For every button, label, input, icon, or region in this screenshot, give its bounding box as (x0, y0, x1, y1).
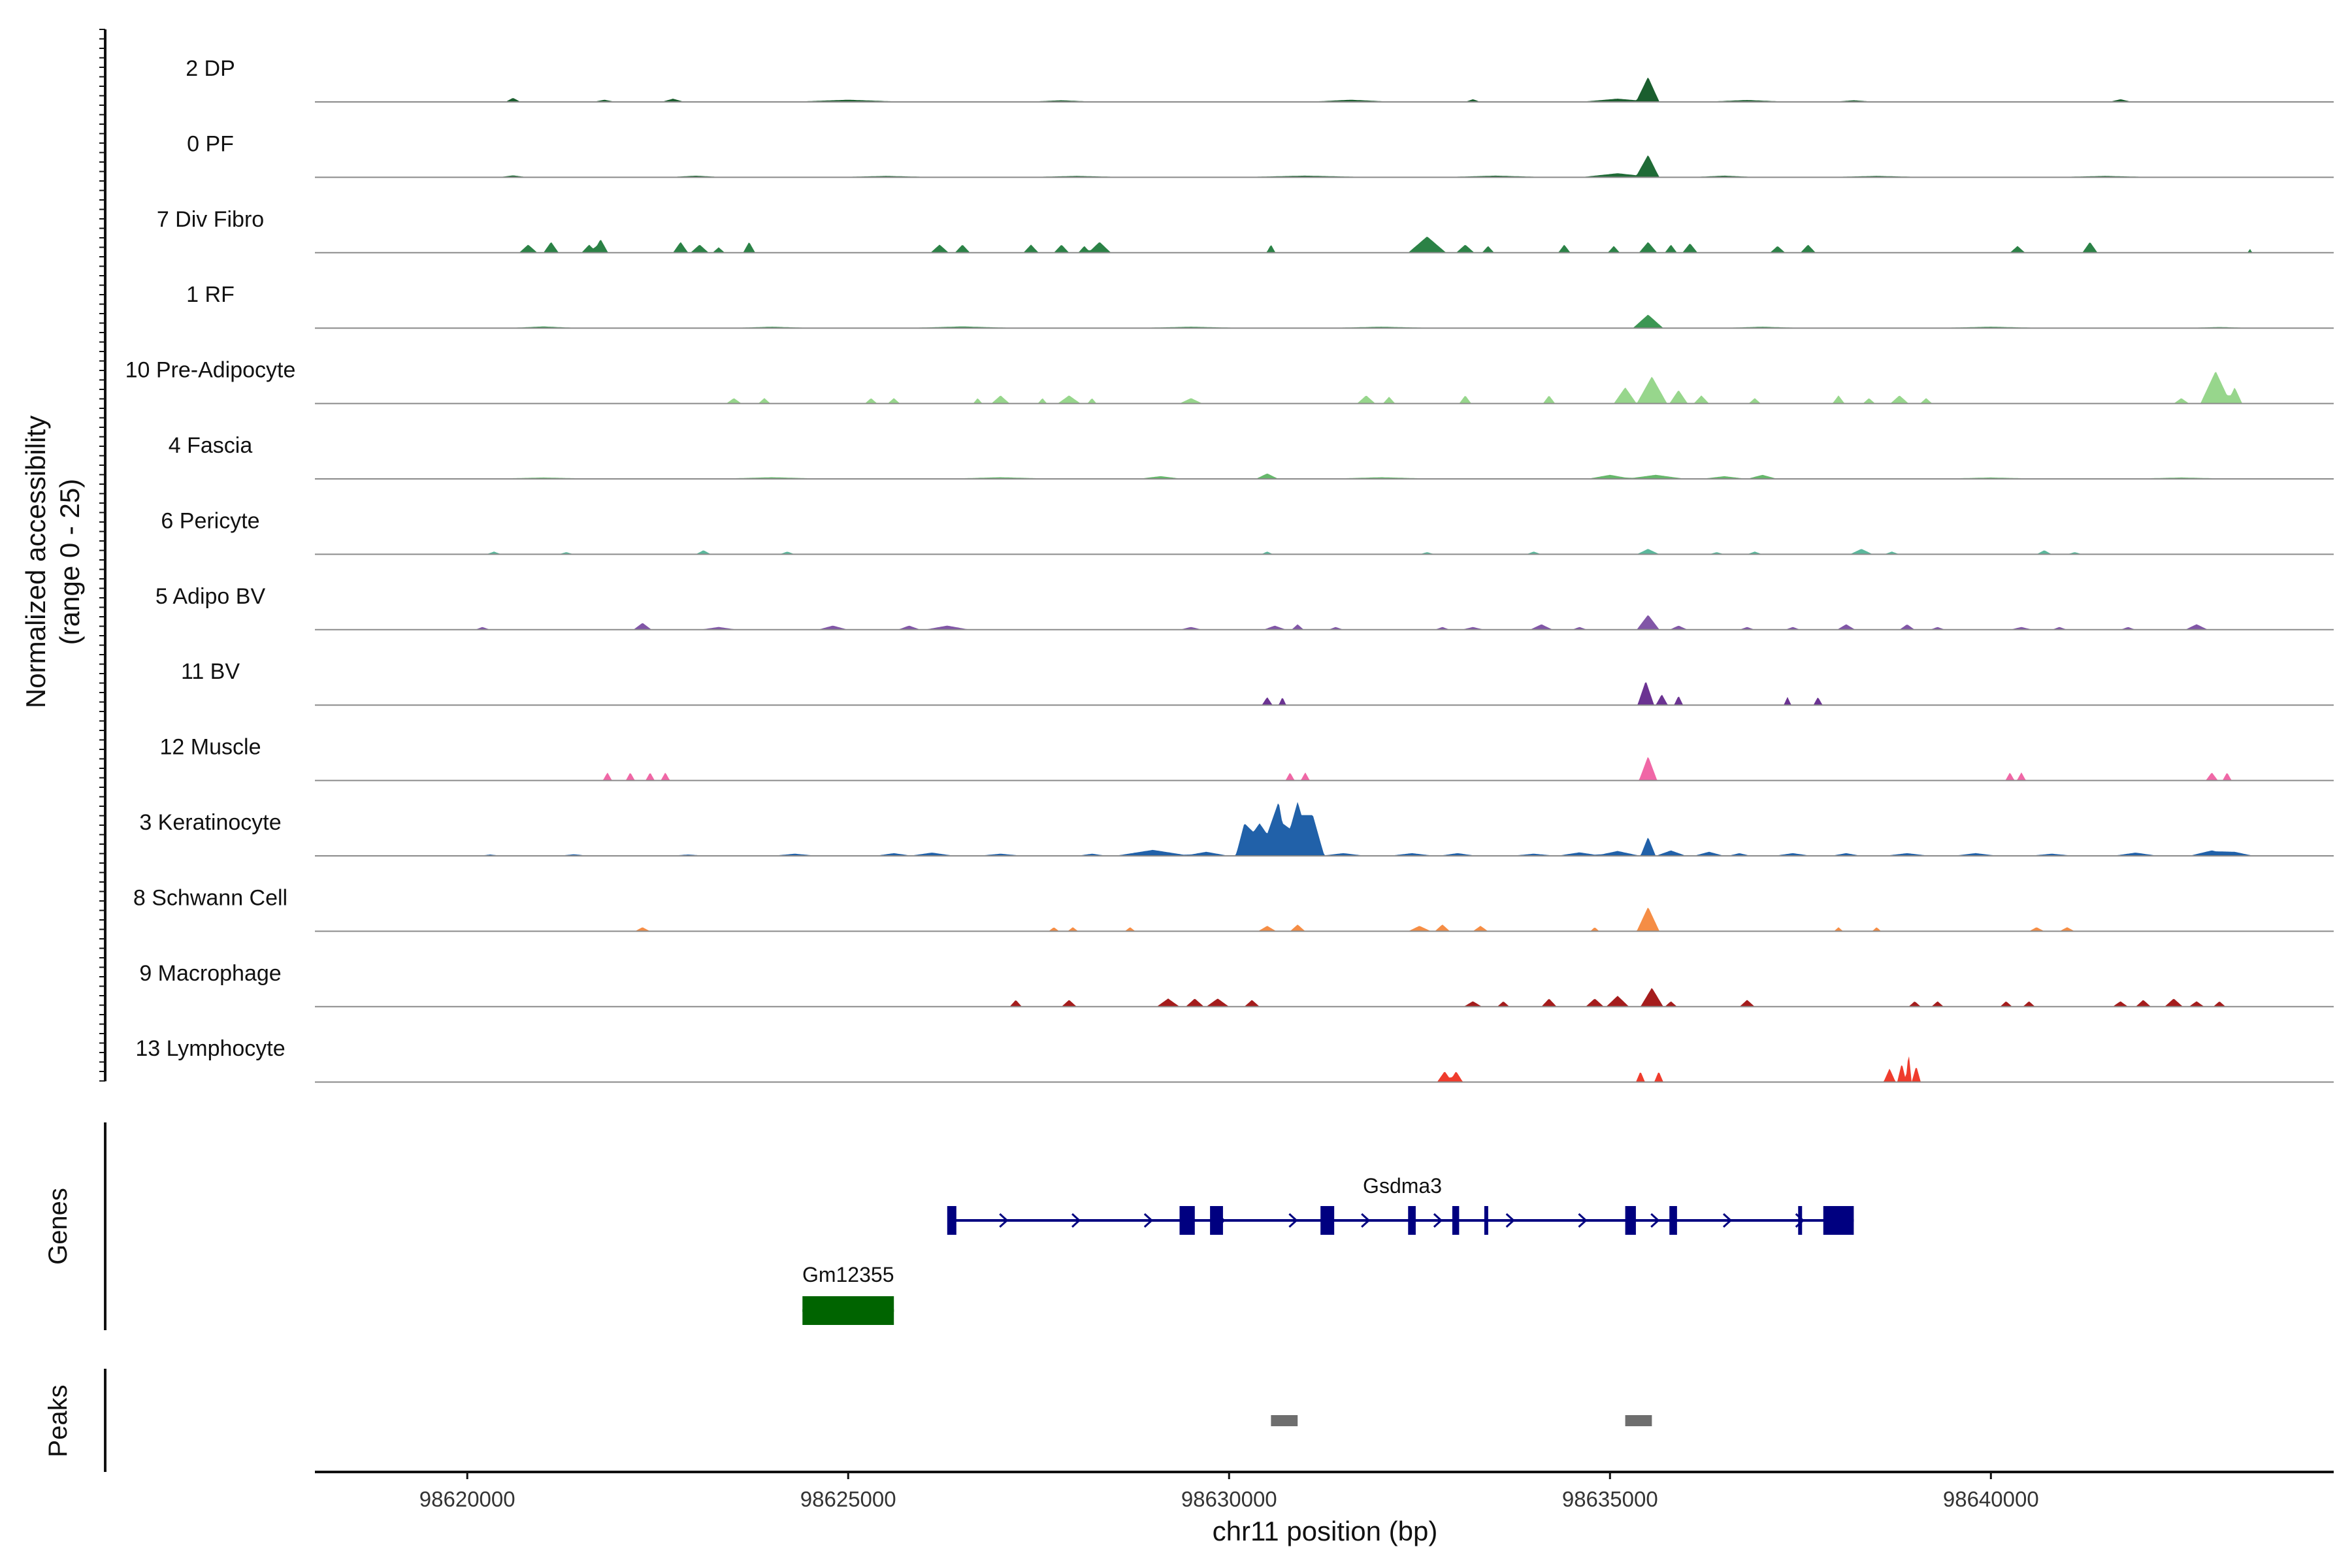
x-tick-label: 98640000 (1943, 1487, 2039, 1511)
coverage-track: 3 Keratinocyte (139, 802, 2334, 857)
gene-exon (1452, 1206, 1460, 1235)
coverage-track: 7 Div Fibro (157, 207, 2334, 253)
y-axis-title-line2: (range 0 - 25) (54, 479, 85, 645)
coverage-area (315, 682, 2334, 706)
gene-exon (1669, 1206, 1677, 1235)
strand-arrow (1722, 1213, 1733, 1228)
coverage-track: 8 Schwann Cell (133, 885, 2334, 932)
peak-region-bar (1625, 1415, 1652, 1426)
coverage-track: 2 DP (186, 56, 2334, 103)
coverage-track: 10 Pre-Adipocyte (125, 358, 2334, 404)
track-label: 2 DP (186, 56, 235, 81)
track-label: 1 RF (186, 282, 235, 307)
peak-region-bar (1271, 1415, 1298, 1426)
track-label: 6 Pericyte (161, 508, 259, 533)
strand-arrow (1578, 1213, 1588, 1228)
gene-name-label: Gm12355 (802, 1263, 894, 1286)
gene-exon (1179, 1206, 1195, 1235)
y-axis-title: Normalized accessibility (range 0 - 25) (20, 416, 85, 708)
coverage-track: 6 Pericyte (161, 508, 2334, 555)
coverage-track: 0 PF (187, 131, 2334, 178)
track-label: 10 Pre-Adipocyte (125, 358, 296, 383)
coverage-area (315, 473, 2334, 479)
gene-exon (1320, 1206, 1335, 1235)
genes-panel-label: Genes (44, 1188, 73, 1265)
gene-models: Gsdma3 Gm12355 (802, 1174, 1854, 1325)
coverage-area (315, 314, 2334, 329)
gene-exon (1408, 1206, 1416, 1235)
gene-model: Gm12355 (802, 1263, 894, 1325)
gene-exon (802, 1296, 894, 1325)
coverage-tracks: 2 DP 0 PF 7 Div Fibro 1 RF 10 Pre-Adipocyte 4… (125, 56, 2334, 1083)
gene-exon (947, 1206, 956, 1235)
track-label: 7 Div Fibro (157, 207, 264, 232)
coverage-area (315, 615, 2334, 630)
strand-arrow (1650, 1213, 1660, 1228)
coverage-area (315, 155, 2334, 178)
strand-arrow (999, 1213, 1009, 1228)
coverage-area (315, 907, 2334, 932)
x-tick-label: 98620000 (419, 1487, 515, 1511)
strand-arrow (1288, 1213, 1298, 1228)
strand-arrow (1505, 1213, 1515, 1228)
peaks-panel-label: Peaks (44, 1384, 73, 1457)
coverage-track: 5 Adipo BV (155, 584, 2334, 630)
strand-arrow (1071, 1213, 1081, 1228)
track-label: 9 Macrophage (139, 961, 281, 986)
coverage-track: 13 Lymphocyte (135, 1036, 2334, 1083)
x-axis: 98620000 98625000 98630000 98635000 98640000 (315, 1471, 2334, 1511)
coverage-track: 9 Macrophage (139, 961, 2334, 1007)
track-label: 11 BV (181, 659, 240, 684)
coverage-area (315, 802, 2334, 856)
coverage-track: 12 Muscle (160, 735, 2334, 781)
x-tick-label: 98625000 (800, 1487, 896, 1511)
track-label: 0 PF (187, 131, 234, 156)
strand-arrow (1361, 1213, 1371, 1228)
coverage-track: 11 BV (181, 659, 2334, 706)
gene-exon (1823, 1206, 1854, 1235)
track-label: 4 Fascia (169, 433, 253, 458)
x-tick-label: 98635000 (1562, 1487, 1658, 1511)
gene-exon (1798, 1206, 1803, 1235)
strand-arrow (1143, 1213, 1154, 1228)
coverage-area (315, 372, 2334, 404)
coverage-area (315, 988, 2334, 1007)
track-label: 3 Keratinocyte (139, 810, 281, 835)
x-axis-title: chr11 position (bp) (1213, 1516, 1438, 1546)
gene-exon (1625, 1206, 1636, 1235)
gene-exon (1210, 1206, 1223, 1235)
coverage-area (315, 77, 2334, 102)
coverage-track: 4 Fascia (169, 433, 2334, 480)
coverage-area (315, 549, 2334, 555)
coverage-y-axis (99, 29, 106, 1082)
gene-model: Gsdma3 (947, 1174, 1854, 1235)
coverage-area (315, 757, 2334, 781)
coverage-area (315, 237, 2334, 253)
x-tick-label: 98630000 (1181, 1487, 1277, 1511)
track-label: 5 Adipo BV (155, 584, 266, 609)
strand-arrow (1433, 1213, 1443, 1228)
track-label: 12 Muscle (160, 735, 261, 760)
track-label: 8 Schwann Cell (133, 885, 287, 910)
coverage-track: 1 RF (186, 282, 2334, 329)
gene-name-label: Gsdma3 (1363, 1174, 1442, 1198)
coverage-area (315, 1056, 2334, 1083)
track-label: 13 Lymphocyte (135, 1036, 285, 1061)
peak-regions (1271, 1415, 1652, 1426)
gene-exon (1484, 1206, 1488, 1235)
y-axis-title-line1: Normalized accessibility (20, 416, 51, 708)
